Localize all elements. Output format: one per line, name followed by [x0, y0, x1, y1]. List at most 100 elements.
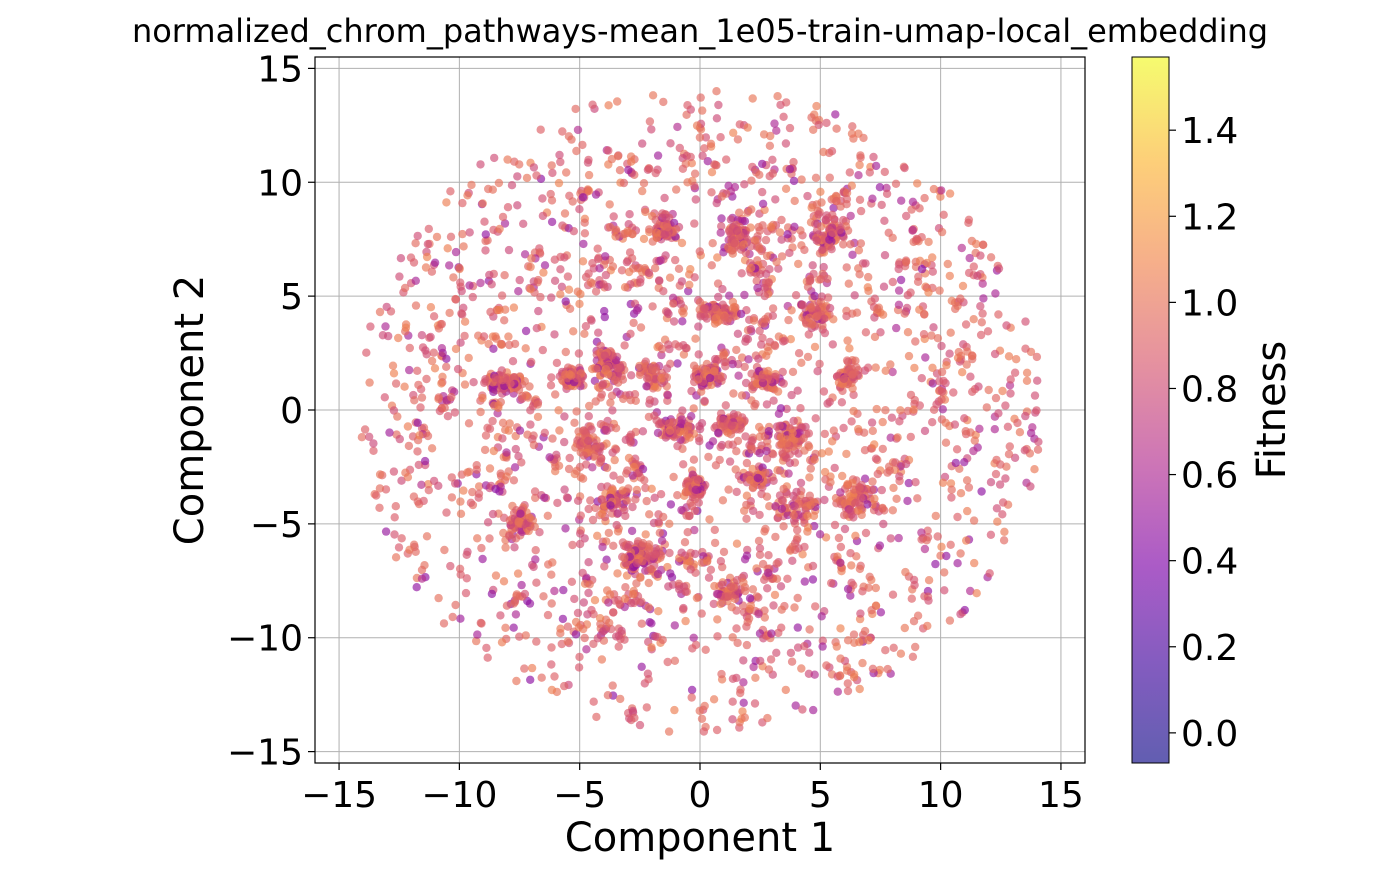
scatter-point: [666, 569, 675, 578]
scatter-point: [653, 428, 663, 438]
scatter-point: [664, 727, 674, 736]
scatter-point: [726, 215, 736, 224]
x-axis-label: Component 1: [565, 815, 835, 861]
scatter-point: [886, 534, 895, 543]
scatter-point: [391, 502, 400, 511]
scatter-point: [854, 171, 863, 180]
scatter-point: [465, 228, 474, 237]
scatter-point: [744, 355, 753, 364]
scatter-point: [626, 329, 635, 338]
scatter-point: [843, 479, 852, 489]
scatter-point: [810, 670, 819, 679]
scatter-point: [773, 92, 782, 101]
scatter-point: [871, 454, 881, 463]
scatter-point: [822, 661, 831, 670]
scatter-point: [438, 348, 447, 358]
scatter-point: [755, 550, 765, 559]
scatter-point: [596, 457, 605, 466]
scatter-point: [512, 676, 521, 686]
scatter-point: [911, 642, 920, 652]
scatter-point: [732, 226, 742, 235]
scatter-point: [538, 211, 548, 221]
scatter-point: [809, 705, 818, 715]
scatter-point: [547, 643, 556, 652]
scatter-point: [554, 178, 564, 188]
scatter-point: [815, 530, 825, 539]
scatter-point: [732, 624, 741, 633]
scatter-point: [589, 610, 598, 619]
scatter-point: [609, 541, 618, 550]
scatter-point: [409, 540, 419, 549]
scatter-point: [459, 486, 468, 495]
scatter-point: [464, 419, 474, 428]
scatter-point: [894, 300, 904, 309]
scatter-point: [596, 341, 605, 351]
scatter-point: [711, 314, 721, 323]
scatter-point: [806, 464, 815, 473]
scatter-point: [842, 356, 852, 365]
scatter-point: [928, 267, 937, 276]
scatter-point: [868, 426, 877, 436]
scatter-point: [733, 638, 742, 648]
scatter-point: [650, 264, 660, 273]
scatter-point: [511, 534, 521, 543]
scatter-point: [847, 181, 856, 190]
scatter-point: [427, 444, 437, 453]
scatter-point: [868, 477, 877, 486]
scatter-point: [805, 625, 814, 634]
scatter-point: [777, 496, 787, 505]
scatter-point: [772, 257, 781, 267]
scatter-point: [608, 406, 617, 415]
scatter-point: [717, 222, 726, 231]
scatter-point: [856, 239, 866, 248]
scatter-point: [634, 468, 643, 477]
scatter-point: [669, 317, 679, 326]
scatter-point: [777, 440, 786, 449]
scatter-point: [538, 345, 547, 355]
scatter-point: [628, 706, 638, 716]
scatter-point: [614, 642, 623, 651]
scatter-point: [686, 565, 695, 574]
scatter-point: [817, 449, 827, 458]
scatter-point: [525, 382, 534, 391]
scatter-point: [879, 519, 888, 529]
scatter-point: [712, 114, 722, 123]
scatter-point: [759, 130, 769, 139]
scatter-point: [458, 229, 467, 239]
scatter-point: [777, 252, 787, 261]
scatter-point: [908, 225, 917, 235]
scatter-point: [635, 720, 645, 730]
scatter-point: [887, 413, 897, 422]
scatter-point: [403, 422, 413, 431]
scatter-point: [1013, 418, 1022, 428]
scatter-point: [575, 652, 584, 662]
scatter-point: [629, 462, 639, 472]
scatter-point: [609, 608, 618, 617]
scatter-point: [510, 597, 520, 606]
scatter-point: [698, 151, 707, 160]
scatter-point: [423, 431, 433, 441]
scatter-point: [641, 362, 650, 371]
scatter-point: [779, 379, 788, 388]
scatter-point: [882, 189, 892, 198]
scatter-point: [636, 572, 645, 582]
scatter-point: [455, 263, 464, 273]
scatter-point: [770, 341, 780, 351]
scatter-point: [404, 441, 414, 451]
scatter-point: [375, 503, 384, 512]
scatter-point: [515, 275, 524, 285]
scatter-point: [638, 427, 648, 436]
scatter-point: [848, 370, 857, 379]
scatter-point: [892, 323, 901, 333]
scatter-point: [888, 506, 897, 515]
scatter-point: [854, 129, 863, 138]
scatter-point: [457, 286, 466, 296]
scatter-point: [382, 302, 391, 312]
scatter-point: [743, 208, 752, 217]
scatter-point: [1001, 474, 1010, 483]
scatter-point: [604, 146, 613, 155]
scatter-point: [735, 120, 744, 129]
scatter-point: [968, 387, 977, 396]
scatter-point: [697, 558, 706, 567]
